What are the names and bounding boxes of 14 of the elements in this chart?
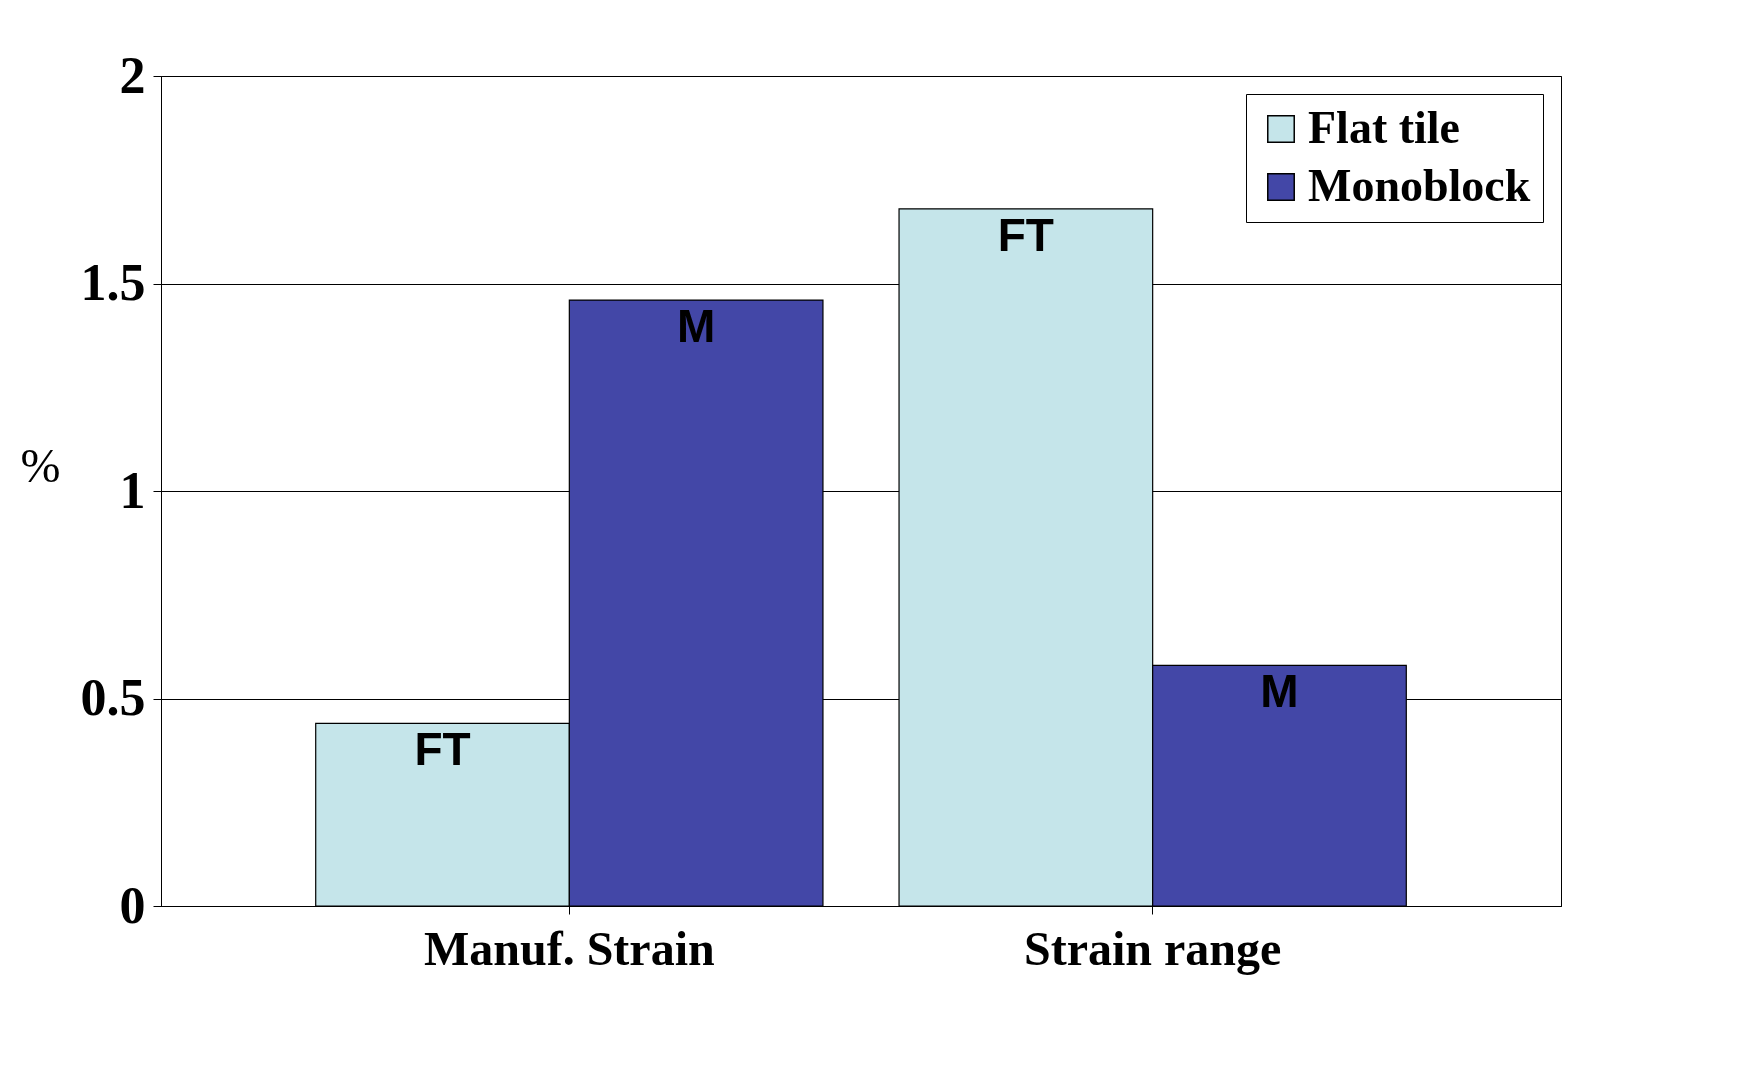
y-tick-label: 0.5 (80, 669, 146, 726)
annotation: M (676, 300, 716, 353)
x-tick-label: Strain range (1024, 921, 1282, 975)
annotation: FT (414, 723, 471, 776)
y-axis-title: % (20, 438, 61, 492)
annotation: M (1260, 665, 1299, 718)
x-tick-label: Manuf. Strain (423, 921, 715, 975)
annotation: FT (997, 208, 1054, 261)
legend-label: Monoblock (1308, 160, 1531, 211)
legend-label: Flat tile (1308, 102, 1460, 153)
y-tick-label: 1.5 (80, 254, 146, 311)
y-tick-label: 0 (119, 876, 146, 934)
y-tick-label: 2 (119, 46, 146, 104)
y-tick-label: 1 (119, 461, 146, 519)
